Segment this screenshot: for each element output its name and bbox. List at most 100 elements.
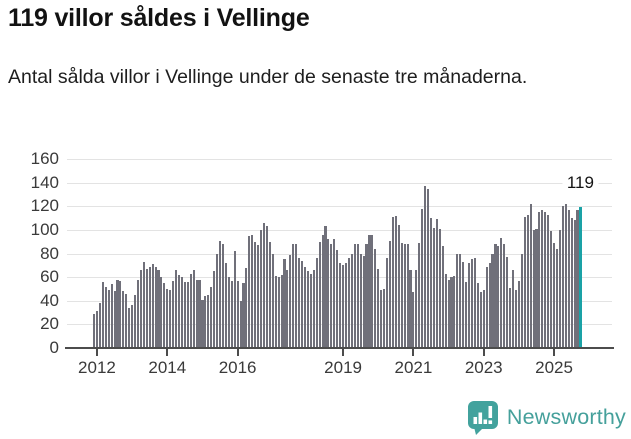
y-tick-label-60: 60 [40, 267, 59, 287]
bar [321, 234, 324, 348]
bar [239, 300, 242, 348]
bar [500, 238, 503, 348]
bar [427, 188, 430, 348]
bar [371, 234, 374, 348]
bar [254, 241, 257, 348]
bar [134, 294, 137, 348]
bar [517, 280, 520, 348]
bar [274, 275, 277, 348]
bar [535, 228, 538, 348]
bar [488, 262, 491, 348]
x-axis-tick-2016 [236, 349, 239, 356]
bar [541, 209, 544, 348]
bar [553, 242, 556, 348]
bar [494, 244, 497, 348]
bar [350, 253, 353, 348]
bar [306, 271, 309, 348]
bar [257, 245, 260, 348]
bar [409, 270, 412, 348]
bar [558, 229, 561, 348]
bar [503, 244, 506, 348]
y-tick-label-0: 0 [49, 338, 59, 357]
y-tick-label-40: 40 [40, 290, 59, 310]
bar [262, 222, 266, 348]
bar [154, 266, 157, 348]
gridline-160 [67, 159, 612, 160]
bar [468, 262, 471, 348]
bar [260, 229, 263, 348]
newsworthy-icon [467, 401, 498, 435]
gridline-100 [67, 229, 612, 231]
bar [450, 277, 453, 348]
x-axis-tick-2021 [412, 349, 415, 356]
bar [131, 305, 134, 348]
bar [400, 242, 403, 348]
bar [189, 273, 192, 348]
chart-title: 119 villor såldes i Vellinge [8, 4, 310, 32]
bar [415, 270, 418, 348]
bar [544, 212, 547, 348]
x-tick-label-2021: 2021 [394, 358, 433, 377]
gridline-140 [67, 182, 612, 184]
bar [342, 265, 345, 348]
gridline-80 [67, 253, 612, 255]
bar [221, 244, 224, 348]
bar [145, 268, 148, 348]
x-axis-tick-2025 [553, 349, 556, 356]
bar [429, 218, 433, 348]
bar [175, 270, 178, 348]
bar [394, 215, 397, 348]
bar [172, 280, 175, 348]
bar [333, 239, 336, 348]
bar [573, 220, 576, 348]
bar [465, 281, 468, 348]
bar [116, 279, 119, 348]
y-tick-label-100: 100 [30, 219, 59, 239]
bar [125, 293, 128, 348]
bar [139, 270, 142, 348]
bar [491, 253, 494, 348]
bar [166, 288, 169, 348]
bar [459, 253, 462, 348]
bar [142, 261, 145, 348]
bar [183, 281, 186, 348]
x-tick-label-2014: 2014 [148, 358, 187, 377]
bar [213, 271, 216, 348]
bar [368, 234, 371, 348]
x-tick-label-2019: 2019 [324, 358, 363, 377]
bar [201, 299, 204, 348]
bar [377, 268, 380, 348]
x-tick-label-2012: 2012 [78, 358, 116, 377]
bar [339, 262, 342, 348]
bar [230, 280, 233, 348]
x-tick-label-2016: 2016 [218, 358, 257, 377]
bar [327, 239, 330, 348]
bar [397, 225, 400, 348]
bar [555, 248, 559, 348]
x-tick-label-2025: 2025 [535, 358, 573, 377]
bar [523, 216, 526, 348]
bar [151, 264, 154, 348]
y-tick-label-80: 80 [40, 243, 59, 263]
bar [570, 218, 573, 348]
bar [128, 307, 131, 348]
bar [157, 270, 160, 348]
bar [383, 288, 386, 348]
bar [207, 294, 210, 348]
bar [277, 277, 280, 348]
bar [218, 240, 222, 348]
bar [520, 253, 523, 348]
bar [292, 244, 295, 348]
bar [567, 209, 570, 348]
bar [344, 262, 348, 348]
bar [289, 254, 292, 348]
bar [315, 258, 318, 348]
bar [113, 291, 116, 348]
bar [470, 259, 474, 348]
bar [514, 290, 517, 348]
bar [324, 226, 327, 348]
bar [453, 275, 456, 348]
x-tick-label-2023: 2023 [464, 358, 503, 377]
bar [136, 279, 140, 348]
